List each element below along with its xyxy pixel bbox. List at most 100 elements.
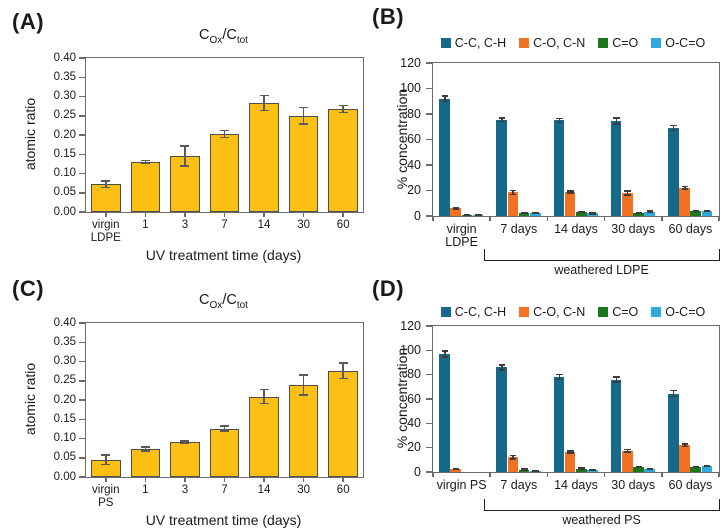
y-tick-mark bbox=[79, 211, 85, 213]
y-tick-mark bbox=[426, 373, 432, 376]
bar bbox=[130, 161, 161, 212]
x-tick-label: 7 days bbox=[500, 222, 538, 236]
error-bar-line bbox=[558, 374, 561, 380]
y-tick-label: 0.20 bbox=[53, 128, 76, 141]
error-bar-cap bbox=[703, 210, 711, 213]
x-tick-mark bbox=[603, 216, 606, 221]
y-tick-label: 0 bbox=[414, 208, 421, 223]
title-text: C bbox=[199, 27, 210, 43]
error-bar-cap bbox=[556, 121, 563, 124]
legend-item: O-C=O bbox=[651, 305, 705, 319]
y-tick-label: 0.05 bbox=[53, 451, 76, 464]
error-bar-cap bbox=[578, 211, 585, 213]
bar bbox=[450, 208, 461, 216]
legend-label: C-C, C-H bbox=[454, 305, 507, 319]
error-bar-cap bbox=[180, 145, 190, 147]
error-bar-cap bbox=[180, 440, 190, 442]
x-tick-label: 7 bbox=[221, 484, 228, 496]
error-bar-cap bbox=[220, 129, 229, 132]
error-bar-line bbox=[512, 190, 514, 195]
error-bar-cap bbox=[509, 189, 517, 192]
group-bracket-label: weathered LDPE bbox=[554, 263, 649, 277]
x-tick-label: 14 days bbox=[554, 222, 598, 236]
x-tick-mark bbox=[661, 472, 663, 477]
error-bar-cap bbox=[101, 186, 111, 189]
error-bar-line bbox=[512, 455, 514, 460]
y-tick-mark bbox=[426, 471, 432, 473]
x-tick-label: 3 bbox=[181, 484, 189, 496]
error-bar-line bbox=[302, 374, 305, 395]
y-tick-label: 0.25 bbox=[53, 109, 76, 122]
bar bbox=[668, 128, 679, 216]
legend-label: C-C, C-H bbox=[454, 36, 507, 50]
x-tick-mark bbox=[223, 212, 226, 217]
x-tick-mark bbox=[661, 216, 663, 221]
error-bar-line bbox=[684, 186, 686, 190]
y-tick-mark bbox=[426, 113, 432, 115]
legend-swatch-icon bbox=[519, 38, 530, 48]
error-bar-cap bbox=[646, 210, 654, 212]
error-bar-cap bbox=[259, 109, 269, 112]
error-bar-line bbox=[105, 181, 107, 188]
y-tick-mark bbox=[426, 164, 432, 166]
error-bar-cap bbox=[532, 212, 539, 214]
bar bbox=[130, 448, 161, 477]
title-subscript: tot bbox=[236, 299, 248, 311]
error-bar-line bbox=[558, 118, 561, 123]
error-bar-cap bbox=[567, 190, 574, 192]
x-tick-mark bbox=[105, 477, 107, 482]
y-tick-mark bbox=[79, 153, 85, 155]
x-tick-label: 1 bbox=[142, 484, 149, 496]
panel-b: (B) C-C, C-H C-O, C-N C=O O-C=O % concentra… bbox=[364, 0, 728, 277]
y-tick-label: 60 bbox=[407, 132, 421, 146]
error-bar-line bbox=[626, 191, 629, 195]
x-tick-label: 30 bbox=[297, 219, 311, 231]
plot-area-b: 0 20 40 60 80 100 120 virgin LDPE 7 days 14 days 3… bbox=[400, 56, 720, 277]
bar bbox=[622, 450, 633, 472]
y-tick-mark bbox=[79, 76, 85, 78]
error-bar-cap bbox=[259, 402, 269, 405]
bar bbox=[529, 212, 541, 216]
bar bbox=[450, 468, 461, 472]
bar bbox=[90, 184, 121, 212]
y-tick-label: 0.00 bbox=[53, 205, 76, 218]
bar bbox=[679, 187, 690, 216]
title-text: /C bbox=[222, 27, 237, 43]
legend-item: C-C, C-H bbox=[440, 305, 507, 319]
y-tick-mark bbox=[426, 325, 432, 327]
y-tick-label: 100 bbox=[400, 81, 421, 95]
x-tick-label: 14 bbox=[257, 484, 271, 496]
y-tick-label: 0.40 bbox=[53, 316, 76, 329]
error-bar-cap bbox=[452, 206, 460, 209]
error-bar-cap bbox=[646, 211, 654, 213]
y-tick-label: 0.25 bbox=[53, 374, 76, 387]
legend-swatch-icon bbox=[651, 307, 662, 317]
bar bbox=[564, 451, 576, 472]
error-bar-cap bbox=[703, 465, 711, 468]
y-tick-label: 0.00 bbox=[53, 470, 76, 483]
error-bar-cap bbox=[567, 192, 574, 194]
bar bbox=[170, 442, 200, 477]
error-bar-line bbox=[569, 190, 572, 193]
error-bar-cap bbox=[556, 373, 563, 376]
y-tick-label: 0.30 bbox=[53, 90, 76, 102]
x-tick-mark bbox=[489, 472, 491, 477]
y-tick-mark bbox=[426, 422, 432, 425]
y-tick-mark bbox=[79, 437, 85, 440]
legend-label: O-C=O bbox=[665, 36, 706, 50]
bar bbox=[328, 108, 359, 212]
y-tick-mark bbox=[79, 341, 85, 343]
error-bar-cap bbox=[670, 129, 677, 132]
legend-label: C=O bbox=[612, 305, 639, 319]
error-bar-cap bbox=[101, 463, 111, 466]
legend-d: C-C, C-H C-O, C-N C=O O-C=O bbox=[420, 305, 726, 319]
x-tick-mark bbox=[184, 212, 186, 217]
y-tick-mark bbox=[79, 322, 85, 324]
x-tick-label: 30 days bbox=[611, 222, 656, 236]
bar bbox=[496, 119, 508, 216]
error-bar-cap bbox=[441, 356, 449, 358]
bar bbox=[249, 103, 279, 212]
legend-label: O-C=O bbox=[665, 305, 706, 319]
plot-area-d: 0 20 40 60 80 100 120 virgin PS 7 days 14 days 30 … bbox=[400, 319, 720, 527]
error-bar-cap bbox=[624, 451, 631, 453]
